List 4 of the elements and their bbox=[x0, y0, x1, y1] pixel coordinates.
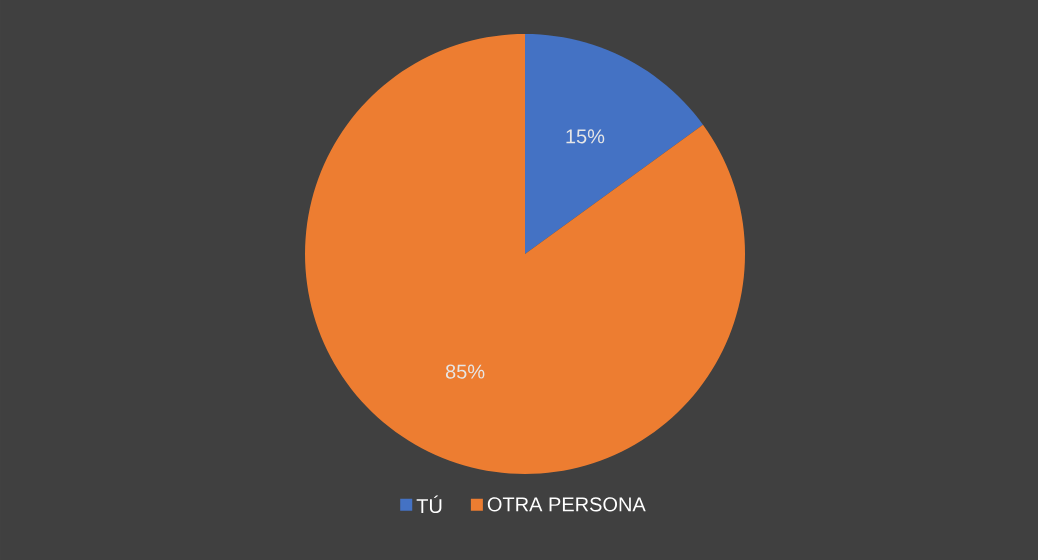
data-label: 85% bbox=[445, 364, 485, 379]
legend-label: TÚ bbox=[416, 495, 442, 514]
legend-label: OTRA PERSONA bbox=[487, 497, 646, 512]
data-label: 15% bbox=[566, 129, 605, 144]
